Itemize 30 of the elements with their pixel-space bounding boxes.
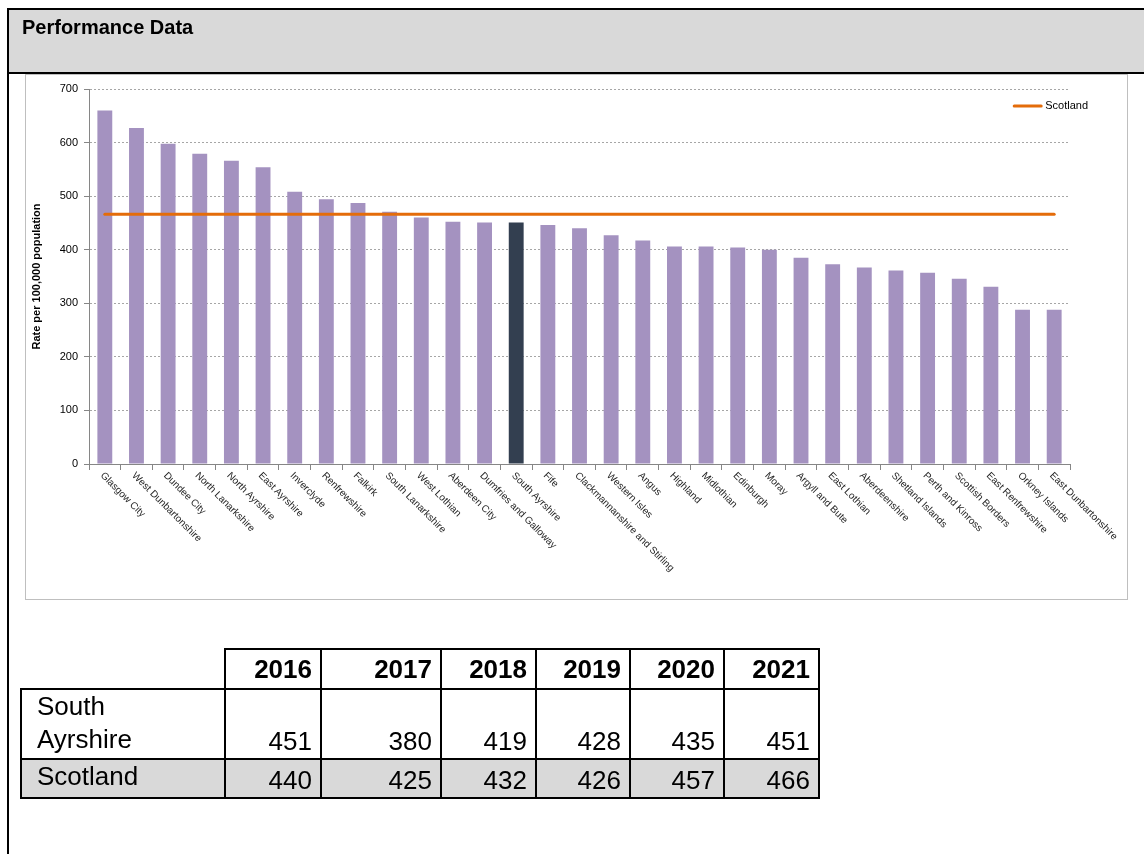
- legend-label: Scotland: [1045, 99, 1088, 112]
- data-label: 425: [321, 759, 441, 798]
- data-label: 432: [441, 759, 536, 798]
- data-label: 466: [724, 759, 819, 798]
- data-label: 426: [536, 759, 630, 798]
- x-tick-label: 2016: [225, 649, 321, 689]
- y-tick-label: 500: [59, 189, 78, 202]
- data-label: 380: [321, 689, 441, 759]
- data-label: 419: [441, 689, 536, 759]
- y-tick-label: 200: [59, 349, 78, 362]
- x-tick-label: 2020: [630, 649, 724, 689]
- data-label: 457: [630, 759, 724, 798]
- data-label: 451: [225, 689, 321, 759]
- x-tick-label: 2018: [441, 649, 536, 689]
- y-tick-label: 700: [59, 82, 78, 95]
- data-label: 440: [225, 759, 321, 798]
- data-label: 451: [724, 689, 819, 759]
- data-label: 435: [630, 689, 724, 759]
- y-axis-title: Rate per 100,000 population: [29, 203, 42, 350]
- y-tick-label: 400: [59, 242, 78, 255]
- y-tick-label: 100: [59, 403, 78, 416]
- y-tick-label: 300: [59, 296, 78, 309]
- chart-title: Performance Data: [22, 16, 194, 39]
- data-label: 428: [536, 689, 630, 759]
- y-tick-label: 0: [71, 457, 78, 470]
- x-tick-label: 2017: [321, 649, 441, 689]
- x-tick-label: Fife: [541, 469, 562, 490]
- x-tick-label: 2021: [724, 649, 819, 689]
- y-tick-label: 600: [59, 135, 78, 148]
- x-tick-label: 2019: [536, 649, 630, 689]
